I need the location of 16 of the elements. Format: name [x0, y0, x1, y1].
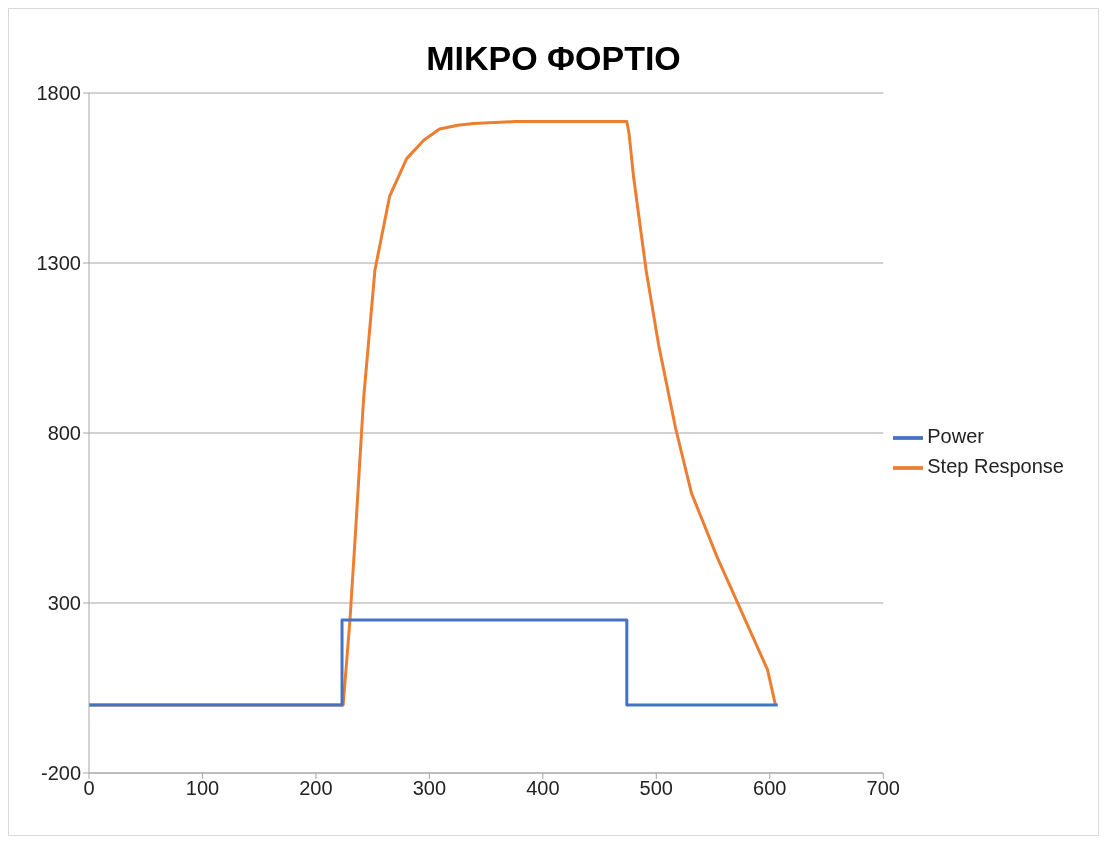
legend-label: Step Response	[927, 455, 1064, 478]
y-tick-label: 1300	[36, 252, 81, 275]
x-tick-label: 400	[526, 777, 560, 800]
x-tick-label: 700	[866, 777, 900, 800]
x-tick-label: 200	[299, 777, 333, 800]
y-tick-label: 800	[47, 422, 81, 445]
x-tick-label: 0	[83, 777, 95, 800]
y-tick-label: 300	[47, 592, 81, 615]
legend-label: Power	[927, 425, 984, 448]
x-tick-label: 300	[412, 777, 447, 800]
y-tick-label: 1800	[36, 82, 81, 105]
x-tick-label: 600	[753, 777, 787, 800]
x-tick-label: 100	[185, 777, 220, 800]
y-tick-label: -200	[40, 762, 81, 785]
x-tick-label: 500	[639, 777, 673, 800]
chart-title: ΜΙΚΡΟ ΦΟΡΤΙΟ	[425, 39, 682, 79]
